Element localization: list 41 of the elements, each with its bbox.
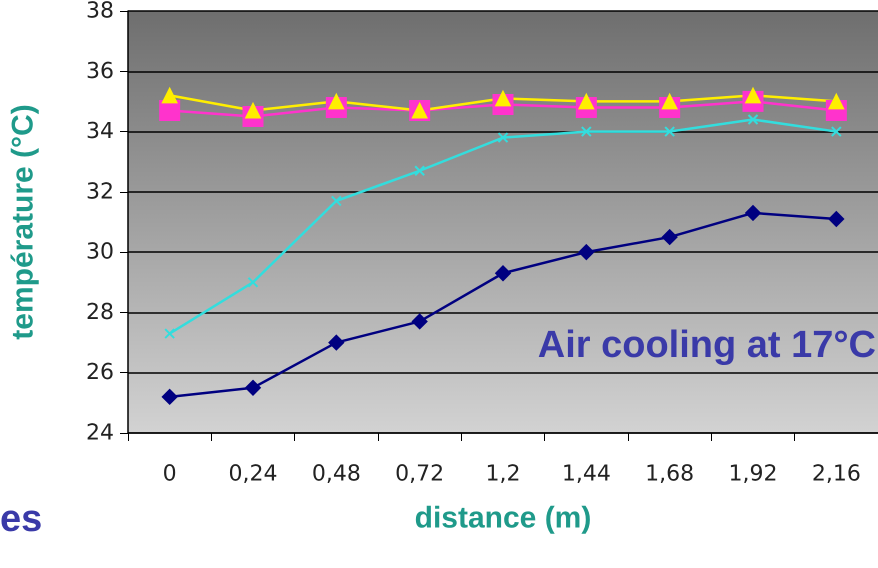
x-tick-label: 1,92 bbox=[728, 462, 778, 486]
point bbox=[412, 313, 428, 330]
point bbox=[164, 328, 176, 340]
y-axis-title: température (°C) bbox=[6, 104, 40, 340]
x-tick-label: 2,16 bbox=[812, 462, 861, 486]
point bbox=[748, 114, 758, 126]
point bbox=[328, 334, 344, 351]
point bbox=[330, 195, 342, 206]
y-tick-label: 24 bbox=[86, 420, 114, 446]
point bbox=[830, 126, 842, 138]
y-tick-label: 38 bbox=[86, 0, 114, 24]
y-tick-label: 30 bbox=[86, 240, 114, 265]
point bbox=[745, 204, 761, 221]
point bbox=[578, 244, 594, 260]
point bbox=[662, 229, 678, 246]
x-tick-label: 1,68 bbox=[645, 462, 694, 486]
point bbox=[248, 276, 258, 288]
x-tick-label: 0,48 bbox=[312, 462, 361, 486]
point bbox=[664, 126, 676, 138]
y-tick-label: 32 bbox=[86, 179, 114, 204]
point bbox=[828, 210, 844, 227]
x-tick-label: 1,44 bbox=[562, 462, 611, 486]
text: es bbox=[0, 498, 42, 540]
y-tick-label: 26 bbox=[86, 360, 114, 386]
point bbox=[498, 132, 508, 144]
point bbox=[828, 93, 844, 110]
annotation: Air cooling at 17°C bbox=[538, 324, 876, 366]
x-tick-label: 0,72 bbox=[395, 462, 444, 486]
point bbox=[580, 126, 592, 138]
x-axis-title: distance (m) bbox=[414, 502, 592, 534]
point bbox=[162, 87, 178, 104]
x-tick-label: 0,24 bbox=[228, 462, 278, 486]
point bbox=[245, 380, 261, 396]
x-tick-label: 0 bbox=[162, 462, 177, 486]
y-tick-label: 34 bbox=[86, 119, 114, 144]
y-tick-label: 36 bbox=[86, 58, 114, 84]
y-tick-label: 28 bbox=[86, 300, 114, 325]
point bbox=[414, 165, 426, 176]
point bbox=[162, 388, 178, 405]
point bbox=[495, 265, 511, 282]
x-tick-label: 1,2 bbox=[486, 462, 520, 486]
